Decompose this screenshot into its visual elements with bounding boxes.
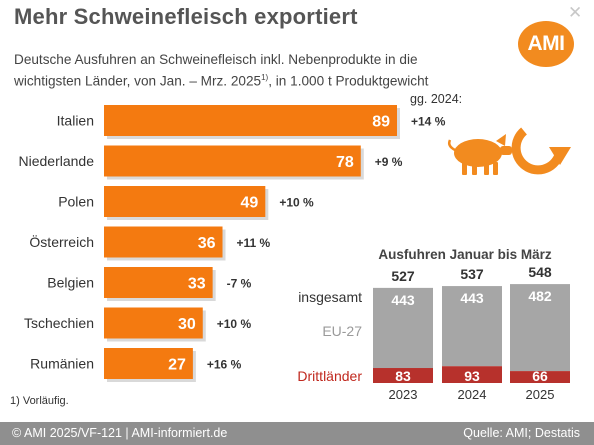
bar-drittlaender-2025: [510, 371, 570, 383]
footnote: 1) Vorläufig.: [10, 395, 69, 407]
bar-österreich: [104, 226, 223, 258]
drittlaender-value-label: 93: [464, 368, 480, 384]
value-label: 27: [168, 357, 186, 374]
bar-polen: [104, 186, 266, 217]
subtitle-line2: wichtigsten Länder, von Jan. – Mrz. 2025: [14, 73, 262, 89]
bar-italien: [104, 105, 397, 136]
bar-tschechien: [104, 307, 203, 339]
bar-belgien: [104, 267, 213, 298]
stacked-chart-title: Ausfuhren Januar bis März: [378, 247, 552, 262]
change-label: +11 %: [237, 236, 271, 250]
series-label-eu27: EU-27: [322, 323, 362, 339]
drittlaender-value-label: 66: [532, 368, 548, 384]
total-label: 527: [391, 268, 415, 284]
chart-subtitle: Deutsche Ausfuhren an Schweinefleisch in…: [14, 51, 484, 91]
chart-title: Mehr Schweinefleisch exportiert: [14, 4, 358, 29]
change-label: +16 %: [207, 358, 242, 372]
bar-niederlande: [104, 145, 361, 177]
value-label: 78: [336, 154, 354, 171]
category-label: Tschechien: [24, 315, 94, 331]
export-arrow-icon: [511, 127, 571, 175]
bar-drittlaender-2024: [442, 366, 502, 383]
stacked-bar-chart: Ausfuhren Januar bis März 527 443 83 2023 537…: [297, 247, 570, 402]
value-label: 36: [198, 235, 216, 252]
eu27-value-label: 443: [460, 290, 484, 306]
total-label: 537: [460, 266, 484, 282]
category-label: Polen: [58, 194, 94, 210]
subtitle-footnote-mark: 1): [261, 73, 269, 82]
category-label: Italien: [57, 113, 94, 129]
value-label: 89: [372, 114, 390, 131]
footer-copyright[interactable]: © AMI 2025/VF-121 | AMI-informiert.de: [12, 426, 228, 440]
category-label: Belgien: [47, 275, 94, 291]
footer-bar: © AMI 2025/VF-121 | AMI-informiert.de Qu…: [0, 422, 594, 445]
change-label: +9 %: [375, 155, 403, 169]
change-label: -7 %: [227, 277, 252, 291]
eu27-value-label: 443: [391, 292, 415, 308]
bar-rumänien: [104, 348, 193, 379]
total-row-label: insgesamt: [298, 289, 362, 305]
year-tick-label: 2025: [526, 387, 555, 402]
value-label: 30: [178, 316, 196, 333]
bar-eu27-2023: [373, 287, 433, 369]
ami-logo: AMI: [518, 21, 574, 67]
value-label: 49: [241, 195, 259, 212]
year-tick-label: 2024: [458, 387, 487, 402]
total-label: 548: [528, 264, 552, 280]
bar-eu27-2025: [510, 284, 570, 372]
category-label: Niederlande: [19, 153, 95, 169]
drittlaender-value-label: 83: [395, 368, 411, 384]
change-label: +10 %: [279, 196, 314, 210]
category-label: Österreich: [29, 233, 94, 250]
subtitle-line1: Deutsche Ausfuhren an Schweinefleisch in…: [14, 52, 418, 67]
subtitle-line2-end: , in 1.000 t Produktgewicht: [268, 73, 429, 89]
category-label: Rumänien: [30, 356, 94, 372]
prev-year-label: gg. 2024:: [410, 92, 463, 106]
country-bar-chart: Italien 89 +14 % Niederlande 78 +9 % Polen 49 +1…: [19, 105, 446, 382]
value-label: 33: [188, 276, 206, 293]
year-tick-label: 2023: [389, 387, 418, 402]
bar-drittlaender-2023: [373, 368, 433, 383]
pig-icon: [447, 134, 512, 175]
eu27-value-label: 482: [528, 288, 552, 304]
series-label-drittlaender: Drittländer: [297, 368, 362, 384]
close-icon[interactable]: ✕: [568, 3, 583, 22]
change-label: +10 %: [217, 317, 252, 331]
footer-source: Quelle: AMI; Destatis: [463, 426, 580, 440]
change-label: +14 %: [411, 115, 446, 129]
chart-canvas: Italien 89 +14 % Niederlande 78 +9 % Polen 49 +1…: [19, 105, 571, 402]
bar-eu27-2024: [442, 286, 502, 367]
